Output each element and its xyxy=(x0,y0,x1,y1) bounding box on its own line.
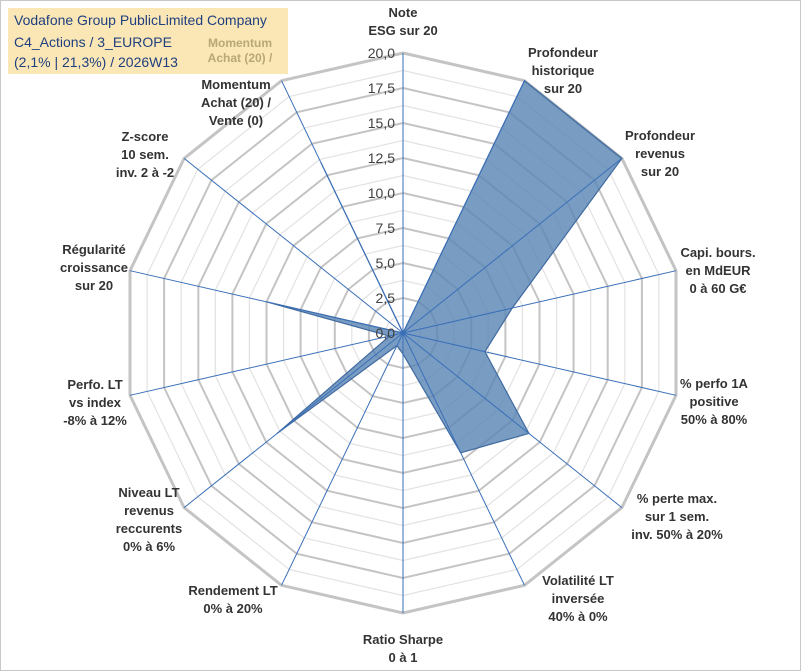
axis-spoke xyxy=(129,270,404,334)
axis-label-line: inv. 2 à -2 xyxy=(116,165,174,180)
axis-spoke xyxy=(402,270,677,334)
axis-label-line: Ratio Sharpe xyxy=(363,632,443,647)
axis-label-line: -8% à 12% xyxy=(63,413,127,428)
axis-label: % perfo 1A positive 50% à 80% xyxy=(680,376,749,427)
axis-spoke xyxy=(129,332,404,396)
axis-label-line: inversée xyxy=(552,591,605,606)
axis-spoke xyxy=(402,332,623,508)
axis-label-line: Volatilité LT xyxy=(542,573,614,588)
tick-label: 17,5 xyxy=(368,80,395,96)
axis-label-line: % perte max. xyxy=(637,491,717,506)
axis-label: Note ESG sur 20 xyxy=(368,5,437,38)
tick-label: 15,0 xyxy=(368,115,395,131)
axis-label-line: Momentum xyxy=(201,77,270,92)
axis-label-line: vs index xyxy=(69,395,122,410)
axis-label: % perte max. sur 1 sem. inv. 50% à 20% xyxy=(631,491,723,542)
tick-label: 20,0 xyxy=(368,45,395,61)
axis-spoke xyxy=(281,332,404,586)
axis-label-line: Rendement LT xyxy=(188,583,277,598)
tick-label: 7,5 xyxy=(376,220,396,236)
axis-label-line: sur 20 xyxy=(641,164,679,179)
tick-label: 2,5 xyxy=(376,290,396,306)
category-label: C4_Actions / 3_EUROPE xyxy=(14,34,172,50)
axis-label-line: 0 à 1 xyxy=(389,650,418,665)
axis-label-line: ESG sur 20 xyxy=(368,23,437,38)
momentum-header-label: Momentum Achat (20) / xyxy=(180,36,300,66)
axis-label-line: 10 sem. xyxy=(121,147,169,162)
axis-label-line: Z-score xyxy=(122,129,169,144)
axis-label-line: Régularité xyxy=(62,242,126,257)
axis-label-line: historique xyxy=(532,63,595,78)
chart-header: Vodafone Group PublicLimited Company C4_… xyxy=(8,8,288,74)
company-name: Vodafone Group PublicLimited Company xyxy=(14,12,267,28)
axis-label-line: inv. 50% à 20% xyxy=(631,527,723,542)
axis-label: Ratio Sharpe 0 à 1 xyxy=(363,632,443,665)
axis-label-line: croissance xyxy=(60,260,128,275)
axis-label-line: sur 1 sem. xyxy=(645,509,709,524)
axis-label-line: 0 à 60 G€ xyxy=(689,281,746,296)
period-label: (2,1% | 21,3%) / 2026W13 xyxy=(14,54,178,70)
axis-spoke xyxy=(402,80,525,334)
axis-label-line: Profondeur xyxy=(528,45,598,60)
axis-label-line: en MdEUR xyxy=(686,263,752,278)
axis-spoke xyxy=(281,80,404,334)
axis-label: Profondeur historique sur 20 xyxy=(528,45,598,96)
tick-label: 10,0 xyxy=(368,185,395,201)
axis-label-line: Profondeur xyxy=(625,128,695,143)
tick-label: 12,5 xyxy=(368,150,395,166)
axis-label-line: Niveau LT xyxy=(118,485,179,500)
axis-label-line: Perfo. LT xyxy=(67,377,122,392)
axis-label: Volatilité LT inversée 40% à 0% xyxy=(542,573,614,624)
axis-spoke xyxy=(183,158,404,334)
axis-spoke xyxy=(402,332,677,396)
axis-label: Niveau LT revenus reccurents 0% à 6% xyxy=(116,485,182,554)
axis-label-line: 40% à 0% xyxy=(548,609,608,624)
axis-label-line: sur 20 xyxy=(544,81,582,96)
axis-label-line: 0% à 6% xyxy=(123,539,175,554)
axis-label-line: % perfo 1A xyxy=(680,376,749,391)
axis-label-line: 0% à 20% xyxy=(203,601,263,616)
momentum-header-line: Momentum xyxy=(208,36,272,50)
axis-label-line: Note xyxy=(389,5,418,20)
axis-label-line: revenus xyxy=(124,503,174,518)
axis-spoke xyxy=(402,332,525,586)
axis-label-line: Achat (20) / xyxy=(201,95,271,110)
axis-label-line: Vente (0) xyxy=(209,113,263,128)
axis-label: Régularité croissance sur 20 xyxy=(60,242,128,293)
axis-label: Z-score 10 sem. inv. 2 à -2 xyxy=(116,129,174,180)
axis-spoke xyxy=(183,332,404,508)
axis-label-line: Capi. bours. xyxy=(680,245,755,260)
momentum-header-line: Achat (20) / xyxy=(207,51,273,65)
tick-label: 5,0 xyxy=(376,255,396,271)
axis-label: Perfo. LT vs index -8% à 12% xyxy=(63,377,127,428)
axis-label: Profondeur revenus sur 20 xyxy=(625,128,695,179)
axis-spoke xyxy=(402,158,623,334)
axis-label: Capi. bours. en MdEUR 0 à 60 G€ xyxy=(680,245,755,296)
axis-label-line: 50% à 80% xyxy=(681,412,748,427)
axis-label-line: sur 20 xyxy=(75,278,113,293)
axis-label-line: revenus xyxy=(635,146,685,161)
axis-label-line: reccurents xyxy=(116,521,182,536)
axis-label: Rendement LT 0% à 20% xyxy=(188,583,277,616)
axis-label: Momentum Achat (20) / Vente (0) xyxy=(201,77,271,128)
axis-label-line: positive xyxy=(689,394,738,409)
tick-label: 0,0 xyxy=(376,325,396,341)
